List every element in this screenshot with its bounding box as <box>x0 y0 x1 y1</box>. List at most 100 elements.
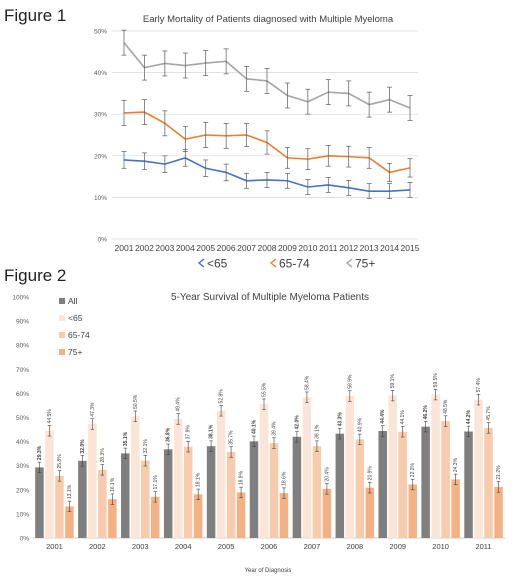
chart-1-x-tick-label: 2015 <box>401 243 420 253</box>
legend-swatch-65-74 <box>59 332 65 338</box>
data-label-All-2009: 44.4% <box>380 409 386 424</box>
chart-1-y-tick-label: 0% <box>98 237 108 244</box>
chart-2-y-tick-label: 80% <box>16 343 29 350</box>
series-65-74 <box>121 99 413 182</box>
data-label-65-74-2001: 25.8% <box>57 454 63 469</box>
legend-label-75+: 75+ <box>355 257 375 271</box>
data-label-75+-2001: 13.1% <box>67 484 73 499</box>
data-label-65-74-2003: 32.1% <box>143 439 149 454</box>
bar-<65-2006 <box>259 404 269 538</box>
bar-65-74-2009 <box>398 431 407 538</box>
chart-2-x-axis-label: Year of Diagnosis <box>245 568 292 574</box>
bar-All-2010 <box>421 426 430 538</box>
data-label-75+-2010: 24.3% <box>453 457 459 472</box>
chart-2-x-ticks: 2001 2002 2003 2004 2005 2006 2007 2008 2009 2010… <box>46 542 492 551</box>
bar-<65-2009 <box>388 395 397 538</box>
bar-65-74-2001 <box>55 475 64 538</box>
bar-All-2008 <box>335 433 345 538</box>
data-label-75+-2003: 17.1% <box>153 475 159 490</box>
bar-65-74-2004 <box>183 446 193 538</box>
data-label-75+-2011: 21.2% <box>496 465 502 480</box>
data-label-65-74-2002: 28.3% <box>100 448 106 463</box>
series-<65 <box>121 149 413 199</box>
data-label-<65-2001: 44.5% <box>47 409 53 424</box>
chart-1-x-tick-label: 2008 <box>258 243 277 253</box>
legend-marker-<65 <box>197 258 205 268</box>
bar-All-2007 <box>292 436 302 538</box>
bar-75+-2007 <box>322 488 332 538</box>
legend-swatch-<65 <box>59 315 65 321</box>
chart-1-x-tick-label: 2006 <box>217 243 236 253</box>
chart-2-x-tick-label: 2005 <box>218 542 235 551</box>
legend-swatch-75+ <box>59 349 65 355</box>
chart-2-y-tick-label: 100% <box>12 295 29 302</box>
data-label-75+-2006: 18.6% <box>282 471 288 486</box>
data-label-All-2001: 29.3% <box>37 445 43 460</box>
data-label-75+-2009: 22.2% <box>410 462 416 477</box>
chart-1-x-tick-label: 2005 <box>196 243 215 253</box>
data-label-<65-2009: 59.1% <box>390 374 396 389</box>
data-label-All-2003: 35.1% <box>123 431 129 446</box>
bar-<65-2010 <box>431 394 440 538</box>
legend-label-All: All <box>68 296 78 306</box>
data-label-<65-2003: 50.5% <box>133 394 139 409</box>
data-label-65-74-2009: 44.1% <box>400 410 406 425</box>
chart-2-x-tick-label: 2010 <box>432 542 449 551</box>
data-label-All-2010: 46.2% <box>423 405 429 420</box>
chart-1-x-tick-label: 2002 <box>135 243 154 253</box>
bar-All-2002 <box>78 460 87 538</box>
chart-1-y-ticks: 0% 10% 20% 30% 40% 50% <box>94 29 107 244</box>
data-label-65-74-2010: 48.5% <box>443 399 449 414</box>
bar-65-74-2003 <box>141 460 150 538</box>
chart-2-y-tick-label: 90% <box>16 319 29 326</box>
bar-65-74-2007 <box>312 446 322 538</box>
bar-All-2003 <box>121 453 130 538</box>
chart-1-x-ticks: 2001 2002 2003 2004 2005 2006 2007 2008 2009 2010… <box>115 243 420 253</box>
chart-1-x-tick-label: 2014 <box>380 243 399 253</box>
legend-label-65-74: 65-74 <box>279 257 310 271</box>
data-label-65-74-2011: 45.7% <box>486 406 492 421</box>
chart-2-x-tick-label: 2004 <box>175 542 192 551</box>
legend-marker-65-74 <box>269 258 277 268</box>
bar-<65-2001 <box>45 430 54 538</box>
chart-2-y-tick-label: 50% <box>16 415 29 422</box>
bar-75+-2004 <box>193 494 203 538</box>
data-label-65-74-2007: 38.1% <box>314 424 320 439</box>
bar-<65-2004 <box>173 418 183 538</box>
chart-1-gridlines <box>112 30 418 240</box>
bar-<65-2002 <box>88 424 97 538</box>
chart-2-x-tick-label: 2002 <box>89 542 106 551</box>
bar-All-2011 <box>464 431 473 538</box>
data-label-75+-2007: 20.4% <box>324 467 330 482</box>
bar-All-2006 <box>249 441 259 538</box>
data-label-All-2007: 42.0% <box>294 415 300 430</box>
data-label-<65-2011: 57.4% <box>476 378 482 393</box>
bar-75+-2009 <box>408 484 417 538</box>
series-75+ <box>121 29 413 121</box>
bar-75+-2003 <box>151 496 160 538</box>
chart-2-title: 5-Year Survival of Multiple Myeloma Pati… <box>171 292 369 303</box>
data-label-All-2002: 32.0% <box>80 439 86 454</box>
data-label-<65-2007: 58.4% <box>304 375 310 390</box>
chart-1-x-tick-label: 2001 <box>115 243 134 253</box>
chart-1-y-tick-label: 40% <box>94 70 107 77</box>
data-label-65-74-2005: 35.7% <box>229 430 235 445</box>
figure-1-label: Figure 1 <box>4 6 67 25</box>
bar-75+-2001 <box>65 506 74 538</box>
bar-75+-2011 <box>494 486 503 538</box>
legend-label-<65: <65 <box>207 257 228 271</box>
bar-65-74-2006 <box>269 443 279 538</box>
bar-<65-2011 <box>474 399 483 538</box>
data-label-65-74-2008: 40.9% <box>357 417 363 432</box>
bar-All-2009 <box>378 430 387 538</box>
data-label-75+-2008: 20.9% <box>367 466 373 481</box>
chart-2-x-tick-label: 2001 <box>46 542 63 551</box>
chart-1-x-tick-label: 2009 <box>278 243 297 253</box>
chart-1-title: Early Mortality of Patients diagnosed wi… <box>143 14 394 25</box>
data-label-<65-2005: 52.8% <box>219 389 225 404</box>
chart-2-y-tick-label: 70% <box>16 367 29 374</box>
bar-65-74-2011 <box>484 427 493 538</box>
chart-1-series <box>121 29 413 199</box>
data-label-All-2006: 40.1% <box>252 419 258 434</box>
chart-1-y-tick-label: 30% <box>94 112 107 119</box>
